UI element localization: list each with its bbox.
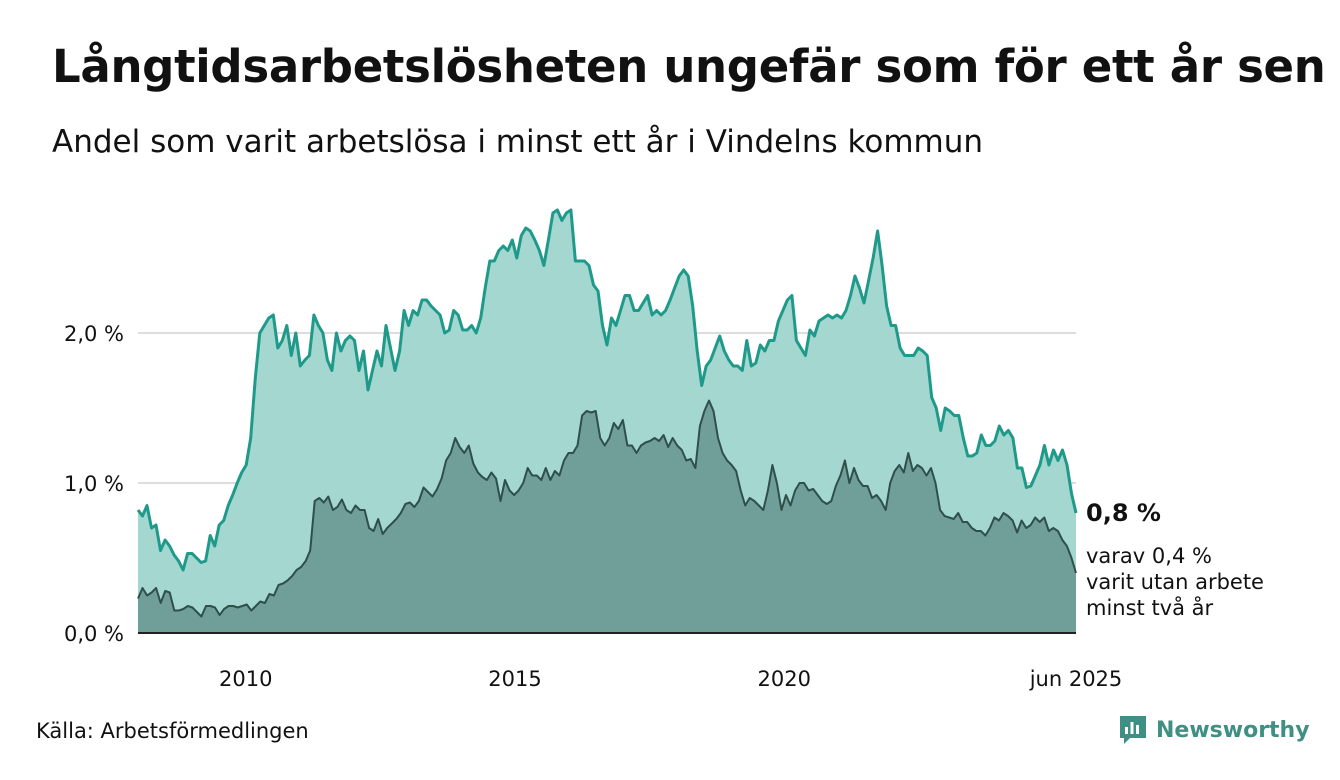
brand-logo[interactable]: Newsworthy: [1118, 714, 1310, 746]
series-area-minst_tva_ar: [138, 400, 1076, 633]
source-note: Källa: Arbetsförmedlingen: [36, 719, 309, 743]
x-tick-label: 2015: [488, 667, 541, 691]
end-note-line: varit utan arbete: [1086, 570, 1264, 594]
y-tick-label: 2,0 %: [64, 322, 124, 346]
chart-title: Långtidsarbetslösheten ungefär som för e…: [52, 40, 1326, 93]
brand-name: Newsworthy: [1156, 717, 1310, 743]
y-tick-label: 1,0 %: [64, 472, 124, 496]
series-line-min_ett_ar: [136, 208, 1078, 572]
series-line-minst_tva_ar: [137, 399, 1077, 618]
axis-labels: 0,0 % 1,0 % 2,0 % 2010 2015 2020 jun 2025: [64, 322, 1122, 691]
x-tick-label: 2010: [219, 667, 272, 691]
y-tick-label: 0,0 %: [64, 622, 124, 646]
bar-chart-speech-bubble-icon: [1120, 716, 1146, 744]
series-lines: [136, 208, 1078, 618]
end-value-label: 0,8 %: [1086, 499, 1161, 527]
x-tick-label: 2020: [758, 667, 811, 691]
chart-subtitle: Andel som varit arbetslösa i minst ett å…: [52, 124, 984, 160]
x-tick-label: jun 2025: [1029, 667, 1123, 691]
area-series: [138, 210, 1076, 633]
end-note-line: minst två år: [1086, 595, 1214, 620]
end-note-line: varav 0,4 %: [1086, 544, 1212, 568]
